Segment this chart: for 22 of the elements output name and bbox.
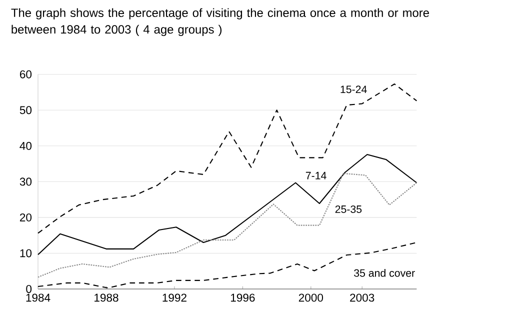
y-tick-label: 10 (20, 249, 32, 258)
x-tick-label: 1988 (94, 294, 118, 302)
y-tick-label: 50 (20, 106, 32, 114)
line-series (37, 154, 418, 256)
y-tick-label: 20 (20, 213, 32, 222)
y-tick-label: 0 (26, 285, 32, 293)
annotation: 25-35 (335, 205, 362, 213)
annotation: 35 and cover (354, 268, 415, 277)
annotation: 15-24 (340, 86, 367, 94)
y-tick-label: 40 (20, 142, 32, 150)
y-tick-label: 60 (20, 70, 32, 78)
x-tick-label: 1996 (230, 294, 255, 302)
x-tick-label: 2003 (350, 294, 374, 302)
x-tick-label: 1984 (26, 294, 50, 302)
x-tick-label: 2000 (298, 294, 324, 302)
x-tick-label: 1992 (162, 294, 186, 302)
line-series (37, 172, 418, 278)
annotation: 7-14 (306, 172, 326, 180)
y-tick-label: 30 (20, 178, 32, 186)
line-series (37, 242, 418, 288)
chart-title: The graph shows the percentage of visiting the cinema once a month or more between 1984 to 2003 ( 4 age groups ) (11, 8, 429, 36)
line-series (37, 83, 418, 234)
